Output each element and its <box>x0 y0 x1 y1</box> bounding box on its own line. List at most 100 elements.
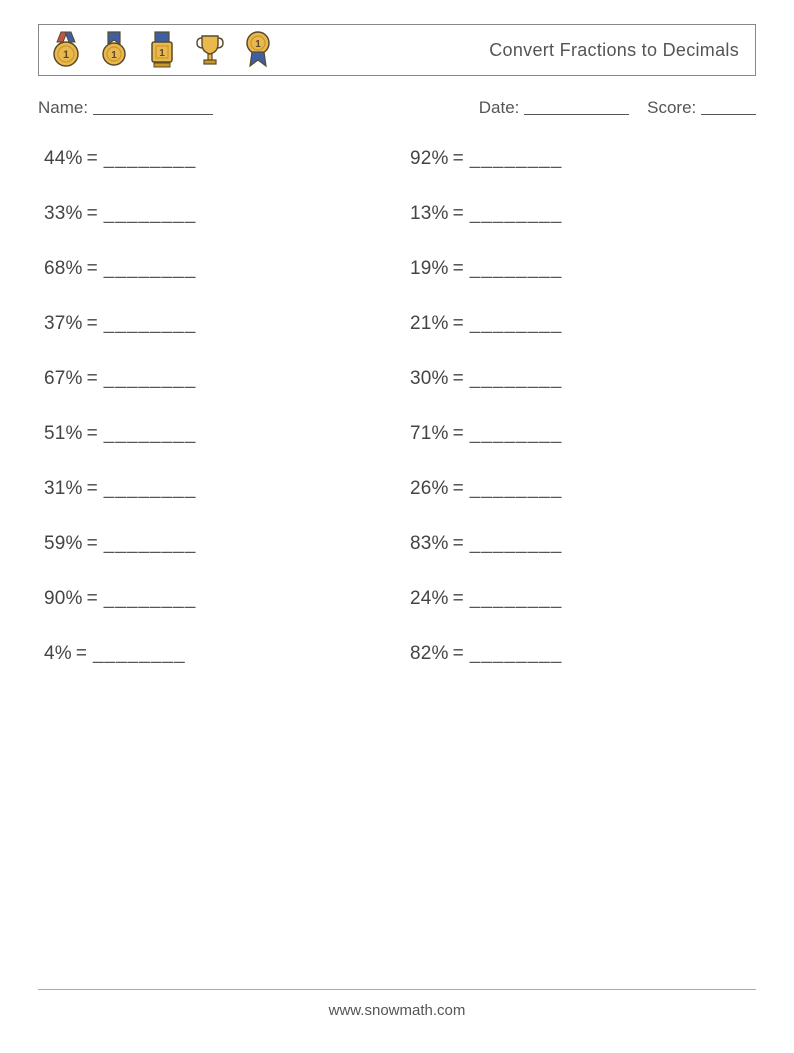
problem-item: 68% = ________ <box>44 258 390 280</box>
score-field: Score: <box>647 98 756 118</box>
equals-sign: = <box>87 533 98 555</box>
answer-blank[interactable]: ________ <box>470 478 563 500</box>
problem-item: 13% = ________ <box>410 203 756 225</box>
equals-sign: = <box>453 368 464 390</box>
equals-sign: = <box>453 313 464 335</box>
medal-ribbon-gold-icon: 1 <box>241 30 275 70</box>
trophy-cup-icon <box>193 30 227 70</box>
answer-blank[interactable]: ________ <box>93 643 186 665</box>
percent-value: 68% <box>44 258 83 280</box>
percent-value: 83% <box>410 533 449 555</box>
problem-item: 30% = ________ <box>410 368 756 390</box>
worksheet-title: Convert Fractions to Decimals <box>489 40 739 61</box>
medal-square-1-icon: 1 <box>145 30 179 70</box>
problem-item: 21% = ________ <box>410 313 756 335</box>
answer-blank[interactable]: ________ <box>470 533 563 555</box>
problem-item: 44% = ________ <box>44 148 390 170</box>
problem-item: 24% = ________ <box>410 588 756 610</box>
percent-value: 82% <box>410 643 449 665</box>
answer-blank[interactable]: ________ <box>470 423 563 445</box>
answer-blank[interactable]: ________ <box>470 148 563 170</box>
header-box: 1 1 1 <box>38 24 756 76</box>
equals-sign: = <box>87 258 98 280</box>
answer-blank[interactable]: ________ <box>104 313 197 335</box>
equals-sign: = <box>453 203 464 225</box>
date-label: Date: <box>479 98 520 117</box>
percent-value: 71% <box>410 423 449 445</box>
equals-sign: = <box>87 368 98 390</box>
equals-sign: = <box>453 643 464 665</box>
percent-value: 37% <box>44 313 83 335</box>
answer-blank[interactable]: ________ <box>470 368 563 390</box>
equals-sign: = <box>87 478 98 500</box>
answer-blank[interactable]: ________ <box>470 313 563 335</box>
equals-sign: = <box>453 588 464 610</box>
name-blank[interactable] <box>93 114 213 115</box>
equals-sign: = <box>453 478 464 500</box>
answer-blank[interactable]: ________ <box>470 643 563 665</box>
svg-text:1: 1 <box>159 48 165 59</box>
equals-sign: = <box>87 588 98 610</box>
answer-blank[interactable]: ________ <box>104 203 197 225</box>
date-field: Date: <box>479 98 629 118</box>
percent-value: 92% <box>410 148 449 170</box>
percent-value: 24% <box>410 588 449 610</box>
answer-blank[interactable]: ________ <box>470 588 563 610</box>
percent-value: 51% <box>44 423 83 445</box>
svg-text:1: 1 <box>255 39 261 50</box>
svg-text:1: 1 <box>111 50 117 61</box>
svg-text:1: 1 <box>63 49 69 61</box>
answer-blank[interactable]: ________ <box>104 258 197 280</box>
problem-item: 82% = ________ <box>410 643 756 665</box>
percent-value: 13% <box>410 203 449 225</box>
percent-value: 4% <box>44 643 72 665</box>
equals-sign: = <box>453 423 464 445</box>
medal-gold-1-icon: 1 <box>49 30 83 70</box>
problem-item: 59% = ________ <box>44 533 390 555</box>
equals-sign: = <box>87 148 98 170</box>
problems-grid: 44% = ________92% = ________33% = ______… <box>38 148 756 665</box>
equals-sign: = <box>76 643 87 665</box>
header-icons: 1 1 1 <box>49 30 275 70</box>
name-label: Name: <box>38 98 88 117</box>
problem-item: 83% = ________ <box>410 533 756 555</box>
worksheet-page: 1 1 1 <box>0 0 794 1053</box>
equals-sign: = <box>87 313 98 335</box>
answer-blank[interactable]: ________ <box>104 423 197 445</box>
score-label: Score: <box>647 98 696 117</box>
problem-item: 71% = ________ <box>410 423 756 445</box>
equals-sign: = <box>87 203 98 225</box>
problem-item: 31% = ________ <box>44 478 390 500</box>
answer-blank[interactable]: ________ <box>104 148 197 170</box>
answer-blank[interactable]: ________ <box>470 203 563 225</box>
problem-item: 51% = ________ <box>44 423 390 445</box>
info-row: Name: Date: Score: <box>38 98 756 118</box>
equals-sign: = <box>453 148 464 170</box>
problem-item: 90% = ________ <box>44 588 390 610</box>
percent-value: 59% <box>44 533 83 555</box>
footer: www.snowmath.com <box>38 989 756 1019</box>
percent-value: 31% <box>44 478 83 500</box>
percent-value: 67% <box>44 368 83 390</box>
problem-item: 33% = ________ <box>44 203 390 225</box>
medal-ribbon-blue-icon: 1 <box>97 30 131 70</box>
answer-blank[interactable]: ________ <box>470 258 563 280</box>
problem-item: 92% = ________ <box>410 148 756 170</box>
date-blank[interactable] <box>524 114 629 115</box>
percent-value: 33% <box>44 203 83 225</box>
answer-blank[interactable]: ________ <box>104 368 197 390</box>
answer-blank[interactable]: ________ <box>104 478 197 500</box>
equals-sign: = <box>453 258 464 280</box>
problem-item: 26% = ________ <box>410 478 756 500</box>
percent-value: 26% <box>410 478 449 500</box>
name-field: Name: <box>38 98 213 118</box>
answer-blank[interactable]: ________ <box>104 588 197 610</box>
problem-item: 4% = ________ <box>44 643 390 665</box>
problem-item: 67% = ________ <box>44 368 390 390</box>
score-blank[interactable] <box>701 114 756 115</box>
answer-blank[interactable]: ________ <box>104 533 197 555</box>
problem-item: 19% = ________ <box>410 258 756 280</box>
equals-sign: = <box>87 423 98 445</box>
percent-value: 21% <box>410 313 449 335</box>
percent-value: 19% <box>410 258 449 280</box>
